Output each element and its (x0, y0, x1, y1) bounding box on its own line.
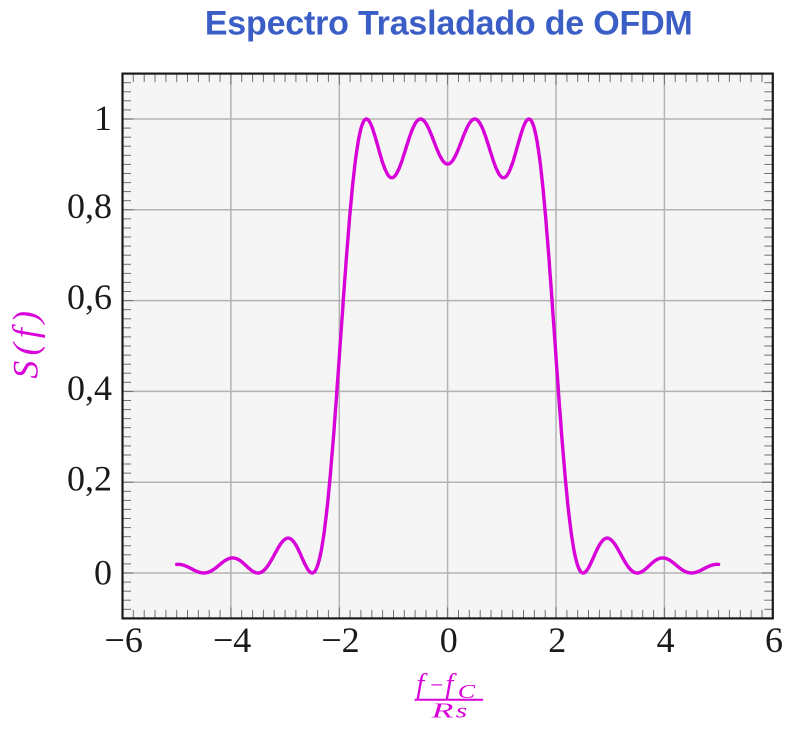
svg-text:Espectro Trasladado de OFDM: Espectro Trasladado de OFDM (205, 4, 693, 42)
svg-text:−2: −2 (321, 620, 359, 660)
svg-text:f: f (416, 668, 428, 700)
svg-text:R: R (430, 700, 453, 723)
svg-text:4: 4 (657, 620, 675, 660)
svg-text:2: 2 (548, 620, 566, 660)
svg-text:0: 0 (440, 620, 458, 660)
svg-text:6: 6 (765, 620, 783, 660)
svg-text:f: f (445, 668, 457, 700)
svg-text:0,2: 0,2 (67, 459, 112, 499)
svg-text:1: 1 (94, 98, 112, 138)
svg-text:S(f): S(f) (6, 306, 46, 379)
svg-text:0,8: 0,8 (67, 186, 112, 226)
svg-text:s: s (456, 699, 468, 723)
svg-text:−6: −6 (105, 620, 143, 660)
svg-text:C: C (458, 681, 476, 703)
svg-text:0,6: 0,6 (67, 277, 112, 317)
svg-text:−4: −4 (213, 620, 251, 660)
svg-text:0,4: 0,4 (67, 368, 112, 408)
svg-text:0: 0 (94, 552, 112, 592)
svg-text:−: − (429, 673, 445, 698)
